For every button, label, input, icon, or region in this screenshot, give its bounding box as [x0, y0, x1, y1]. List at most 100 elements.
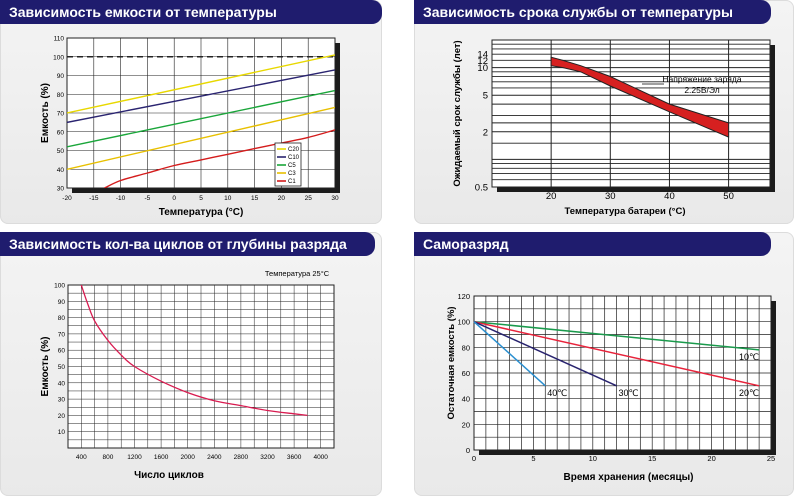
temperature-annotation: Температура 25°C [265, 269, 330, 278]
series-line-40c [473, 321, 546, 387]
x-tick-label: 50 [723, 191, 734, 202]
y-tick-label: 60 [57, 129, 65, 136]
series-line-c20 [67, 54, 335, 114]
annotation-line: 2.25В/Эл [684, 85, 719, 95]
panel-title: Саморазряд [414, 232, 771, 256]
y-tick-label: 2 [483, 127, 488, 138]
y-tick-label: 60 [462, 369, 470, 378]
x-tick-label: -10 [116, 195, 126, 202]
y-tick-label: 120 [457, 292, 470, 301]
x-tick-label: 400 [76, 454, 87, 461]
y-axis-label: Емкость (%) [40, 83, 51, 143]
service-life-chart: Напряжение заряда 2.25В/Эл 20 30 40 50 0.5 2 5 10… [452, 39, 775, 217]
y-tick-label: 20 [58, 413, 66, 420]
x-tick-label: 10 [589, 454, 597, 463]
x-tick-label: 3600 [287, 454, 302, 461]
legend-label: C3 [288, 171, 296, 177]
y-tick-label: 10 [58, 429, 66, 436]
x-tick-label: 0 [172, 195, 176, 202]
x-tick-label: 4000 [313, 454, 328, 461]
panel-service-life-vs-temperature: Зависимость срока службы от температуры … [414, 0, 794, 224]
x-tick-label: -5 [145, 195, 151, 202]
x-tick-label: 1200 [127, 454, 142, 461]
y-tick-label: 80 [462, 343, 470, 352]
x-tick-label: -20 [62, 195, 72, 202]
y-tick-label: 100 [54, 283, 65, 290]
self-discharge-chart: 10℃ 20℃ 30℃ 40℃ 0 5 10 15 20 25 0 20 40 60 80 100 120 Вре… [446, 292, 776, 483]
y-tick-label: 90 [57, 73, 65, 80]
panel-cycles-vs-discharge-depth: Зависимость кол-ва циклов от глубины раз… [0, 232, 382, 496]
legend-label: C1 [288, 179, 296, 185]
x-tick-label: 30 [605, 191, 616, 202]
series-line-30c [473, 321, 617, 387]
series-line-c10 [67, 69, 335, 124]
y-axis-label: Остаточная емкость (%) [446, 306, 457, 419]
y-tick-label: 30 [58, 397, 66, 404]
y-tick-label: 90 [58, 299, 66, 306]
x-tick-label: 1600 [154, 454, 169, 461]
x-tick-label: 5 [199, 195, 203, 202]
series-line-10c [473, 320, 760, 351]
y-tick-label: 50 [57, 148, 65, 155]
x-tick-label: 20 [278, 195, 286, 202]
y-tick-label: 5 [483, 91, 488, 102]
y-tick-label: 80 [58, 315, 66, 322]
panel-title: Зависимость кол-ва циклов от глубины раз… [0, 232, 375, 256]
panel-title: Зависимость емкости от температуры [0, 0, 382, 24]
series-label: 40℃ [547, 388, 567, 398]
y-tick-label: 70 [58, 331, 66, 338]
x-tick-label: 25 [305, 195, 313, 202]
series-label: 20℃ [739, 388, 759, 398]
x-axis-label: Время хранения (месяцы) [564, 472, 694, 483]
panel-title: Зависимость срока службы от температуры [414, 0, 771, 24]
y-tick-label: 40 [57, 167, 65, 174]
y-tick-label: 100 [53, 54, 64, 61]
y-axis-label: Ожидаемый срок службы (лет) [452, 40, 463, 186]
legend-label: C5 [288, 163, 296, 169]
y-tick-label: 40 [58, 380, 66, 387]
x-axis-label: Температура (°C) [159, 207, 244, 218]
series-line-20c [473, 320, 760, 387]
y-tick-label: 70 [57, 111, 65, 118]
panel-self-discharge: Саморазряд 10℃ 20℃ 30℃ 40℃ 0 5 10 15 20 25 0 20 40 60… [414, 232, 794, 496]
plot-clip-group [80, 285, 308, 417]
series-line-c5 [67, 89, 335, 148]
x-tick-label: 5 [531, 454, 535, 463]
x-axis-label: Температура батареи (°C) [564, 206, 685, 217]
series-label: 30℃ [619, 388, 639, 398]
cycles-chart: Температура 25°C 400 800 1200 1600 2000 2400 28… [40, 269, 335, 481]
x-tick-label: 15 [251, 195, 259, 202]
panel-capacity-vs-temperature: Зависимость емкости от температуры C20 C1… [0, 0, 382, 224]
cycle-life-curve [80, 285, 308, 417]
x-tick-label: 800 [102, 454, 113, 461]
y-tick-label: 20 [462, 420, 470, 429]
y-tick-label: 40 [462, 395, 470, 404]
x-tick-label: 30 [331, 195, 339, 202]
plot-area [491, 39, 771, 188]
y-tick-label: 0 [466, 446, 470, 455]
x-tick-label: 15 [648, 454, 656, 463]
x-tick-label: 20 [546, 191, 557, 202]
y-axis-label: Емкость (%) [40, 337, 51, 397]
x-tick-label: 40 [664, 191, 675, 202]
x-tick-label: 2800 [234, 454, 249, 461]
series-line-c3 [67, 106, 335, 170]
x-tick-label: 20 [707, 454, 715, 463]
service-life-band [550, 56, 730, 138]
x-tick-label: 10 [224, 195, 232, 202]
x-tick-label: 0 [472, 454, 476, 463]
x-tick-label: 2400 [207, 454, 222, 461]
x-axis-label: Число циклов [134, 470, 204, 481]
y-tick-label: 50 [58, 364, 66, 371]
y-tick-label: 12 [477, 56, 488, 67]
y-tick-label: 10 [477, 63, 488, 74]
y-tick-label: 110 [54, 36, 65, 43]
y-tick-label: 0.5 [475, 183, 488, 194]
y-tick-label: 30 [57, 186, 65, 193]
y-tick-label: 100 [457, 318, 470, 327]
legend-label: C20 [288, 147, 300, 153]
plot-clip-group [67, 54, 335, 188]
legend-label: C10 [288, 155, 300, 161]
x-tick-label: 2000 [180, 454, 195, 461]
capacity-temperature-chart: C20 C10 C5 C3 C1 -20 -15 -10 -5 0 5 10 15 20 25 30 30 40 5… [40, 36, 340, 218]
